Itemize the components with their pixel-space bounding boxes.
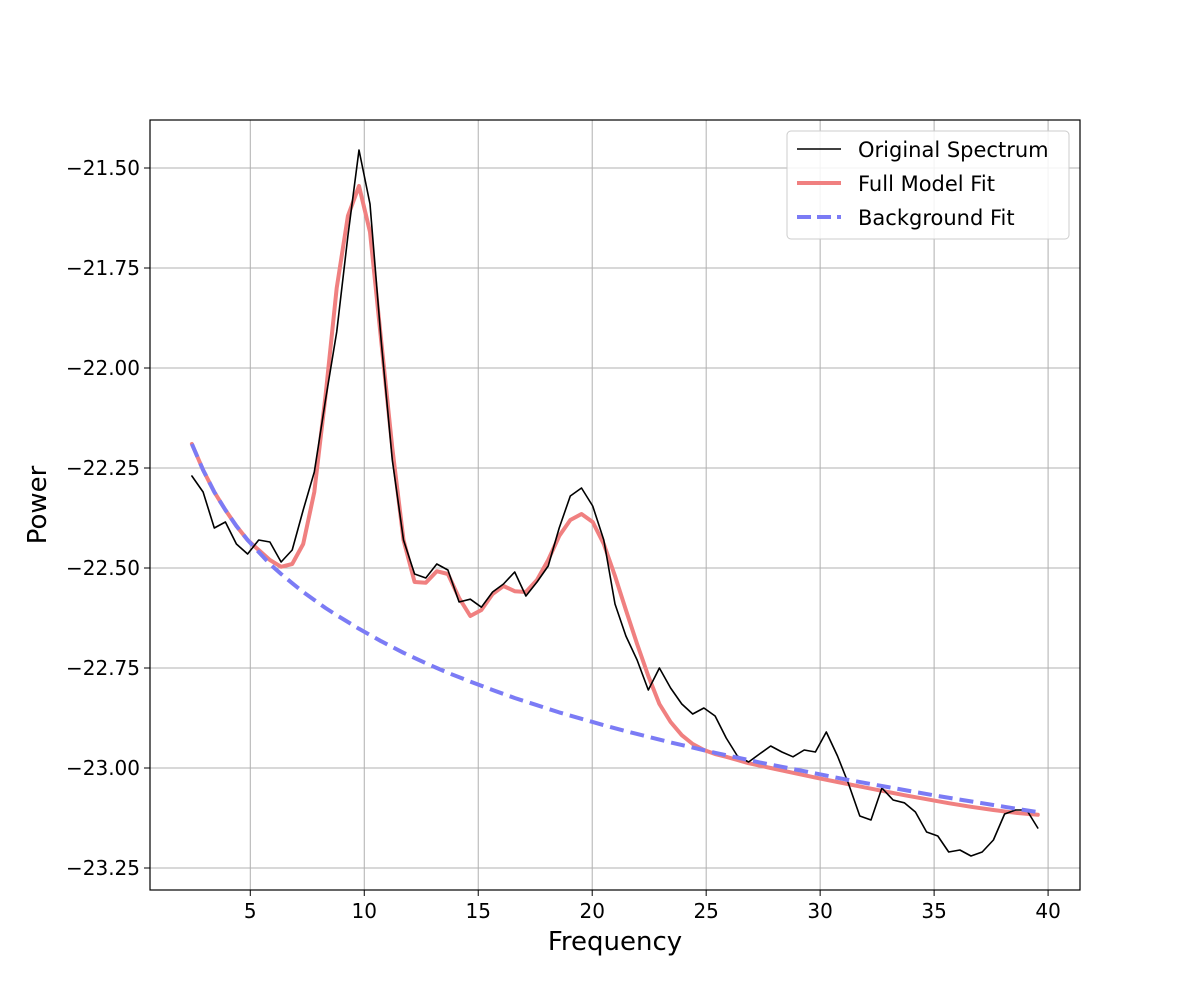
x-axis-label: Frequency bbox=[548, 927, 682, 957]
x-tick-label: 25 bbox=[693, 899, 718, 923]
ticks: 5 10 15 20 25 30 35 40 −23.25 −23.00 −22.75 −22.50 −… bbox=[66, 156, 1061, 923]
y-tick-label: −22.25 bbox=[66, 456, 140, 480]
x-tick-label: 40 bbox=[1035, 899, 1060, 923]
series-full-model-fit-line bbox=[189, 184, 1040, 817]
plot-frame bbox=[149, 119, 1081, 891]
legend-box bbox=[786, 130, 1070, 240]
y-tick-label: −22.50 bbox=[66, 556, 140, 580]
legend-label-original-spectrum: Original Spectrum bbox=[858, 138, 1049, 162]
series-original-spectrum-line bbox=[191, 149, 1039, 857]
series-layer bbox=[189, 149, 1040, 857]
y-tick-label: −21.75 bbox=[66, 256, 140, 280]
legend-label-full-model-fit: Full Model Fit bbox=[858, 172, 995, 196]
x-tick-label: 30 bbox=[807, 899, 832, 923]
y-tick-label: −23.25 bbox=[66, 856, 140, 880]
y-tick-label: −22.00 bbox=[66, 356, 140, 380]
x-tick-label: 20 bbox=[579, 899, 604, 923]
y-tick-label: −21.50 bbox=[66, 156, 140, 180]
y-tick-label: −23.00 bbox=[66, 756, 140, 780]
x-tick-label: 35 bbox=[921, 899, 946, 923]
x-tick-label: 10 bbox=[352, 899, 377, 923]
x-tick-label: 15 bbox=[466, 899, 491, 923]
y-axis-label: Power bbox=[23, 465, 53, 544]
legend: Original Spectrum Full Model Fit Backgroun… bbox=[786, 130, 1070, 240]
x-tick-label: 5 bbox=[244, 899, 257, 923]
legend-label-background-fit: Background Fit bbox=[858, 206, 1015, 230]
y-tick-label: −22.75 bbox=[66, 656, 140, 680]
series-background-fit-line bbox=[190, 443, 1039, 814]
